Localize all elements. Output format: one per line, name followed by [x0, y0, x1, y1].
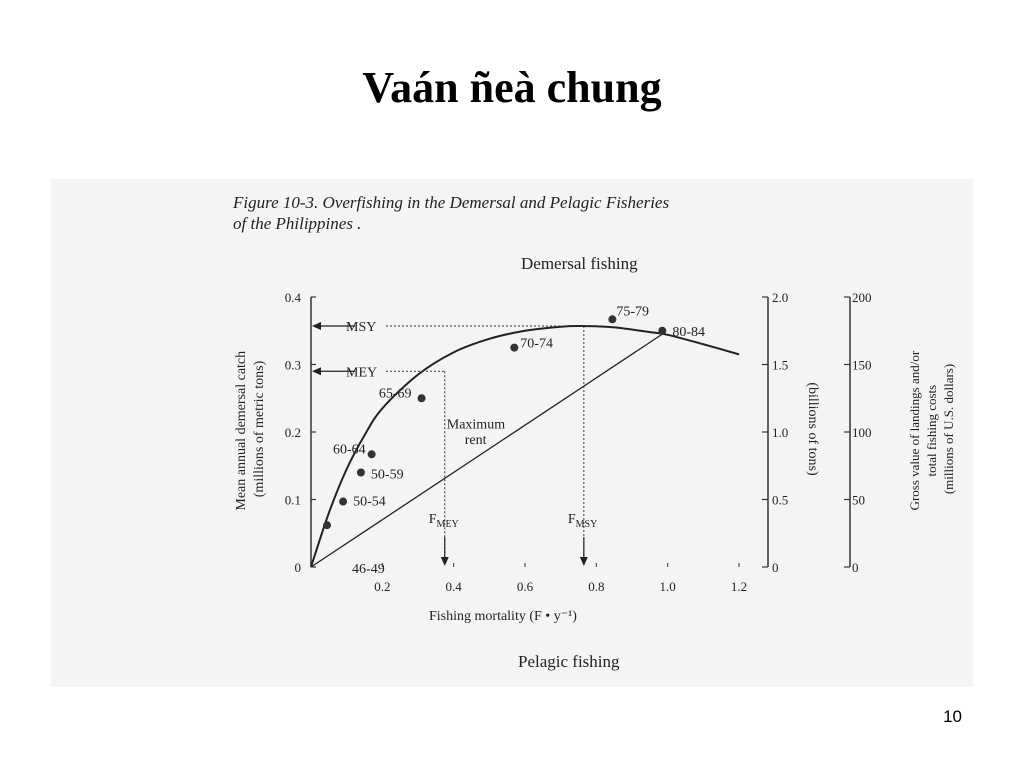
x-tick-label: 0.4 [446, 579, 463, 594]
fmsy-label-main: F [568, 512, 576, 527]
y-tick-label: 0.1 [285, 493, 301, 508]
right-axis-2-tick-label: 50 [852, 493, 865, 508]
x-tick-label: 1.0 [660, 579, 676, 594]
mey-label: MEY [346, 365, 377, 380]
data-point [323, 521, 332, 530]
chart-svg: Figure 10-3. Overfishing in the Demersal… [232, 193, 956, 671]
msy-arrow-head [312, 322, 321, 331]
fmey-label: FMEY [429, 512, 459, 530]
y-axis-label: Mean annual demersal catch (millions of … [234, 347, 267, 510]
x-tick-label: 0.8 [588, 579, 604, 594]
data-point [510, 343, 519, 352]
right-axis-1-tick-label: 1.5 [772, 358, 788, 373]
demersal-subtitle: Demersal fishing [521, 254, 638, 273]
y-tick-label: 0.2 [285, 425, 301, 440]
data-point [658, 326, 667, 335]
x-axis-label: Fishing mortality (F • y⁻¹) [429, 609, 577, 624]
right-axis-2-label-line1: Gross value of landings and/or [907, 350, 922, 510]
right-axis-1-tick-label: 0 [772, 560, 779, 575]
data-point-label: 60-64 [333, 442, 366, 457]
max-rent-label-line1: Maximum [447, 418, 505, 433]
page-number: 10 [943, 707, 962, 726]
data-point-label: 65-69 [379, 386, 412, 401]
data-point-label: 80-84 [672, 325, 705, 340]
x-tick-label: 1.2 [731, 579, 747, 594]
right-axis-2-label-line2: total fishing costs [924, 385, 939, 477]
x-tick-label: 0.2 [374, 579, 390, 594]
fmey-arrow-head [440, 557, 449, 566]
fmsy-arrow-head [579, 557, 588, 566]
right-axis-1-tick-label: 1.0 [772, 425, 788, 440]
data-point [417, 394, 426, 403]
mey-arrow-head [312, 367, 321, 376]
right-axis-2-tick-label: 0 [852, 560, 859, 575]
data-point [356, 468, 365, 477]
data-point-label: 75-79 [616, 304, 649, 319]
y-axis-label-line1: Mean annual demersal catch [234, 351, 249, 511]
right-axis-2-tick-label: 200 [852, 290, 872, 305]
right-axis-1-tick-label: 2.0 [772, 290, 788, 305]
max-rent-label-line2: rent [465, 433, 487, 448]
data-point [367, 450, 376, 459]
figure-caption-line2: of the Philippines . [233, 214, 361, 233]
figure-caption-line1: Figure 10-3. Overfishing in the Demersal… [232, 193, 669, 212]
data-point-label: 50-54 [353, 495, 386, 510]
data-point [339, 497, 348, 506]
yield-curve-line [310, 324, 740, 568]
fmey-label-main: F [429, 512, 437, 527]
right-axis-1-tick-label: 0.5 [772, 493, 788, 508]
fmsy-label: FMSY [568, 512, 597, 530]
right-axis-2-label: Gross value of landings and/or total fis… [907, 348, 956, 511]
data-point [608, 315, 617, 324]
y-tick-label: 0 [295, 560, 302, 575]
figure-panel: Figure 10-3. Overfishing in the Demersal… [51, 179, 973, 687]
cost-line [310, 333, 663, 568]
right-axis-2-tick-label: 100 [852, 425, 872, 440]
right-axis-2-label-line3: (millions of U.S. dollars) [941, 364, 956, 494]
slide-title: Vaán ñeà chung [362, 63, 662, 112]
msy-label: MSY [346, 320, 376, 335]
data-point-label: 70-74 [520, 337, 553, 352]
pelagic-subtitle: Pelagic fishing [518, 652, 620, 671]
fmsy-label-sub: MSY [576, 519, 598, 530]
fmey-label-sub: MEY [437, 519, 459, 530]
data-point-label: 46-49 [352, 562, 385, 577]
data-point-label: 50-59 [371, 468, 404, 483]
y-tick-label: 0.4 [285, 290, 302, 305]
y-tick-label: 0.3 [285, 358, 301, 373]
right-axis-2-tick-label: 150 [852, 358, 872, 373]
y-axis-label-line2: (millions of metric tons) [252, 360, 267, 497]
right-axis-1-label: (billions of tons) [805, 382, 820, 476]
x-tick-label: 0.6 [517, 579, 534, 594]
